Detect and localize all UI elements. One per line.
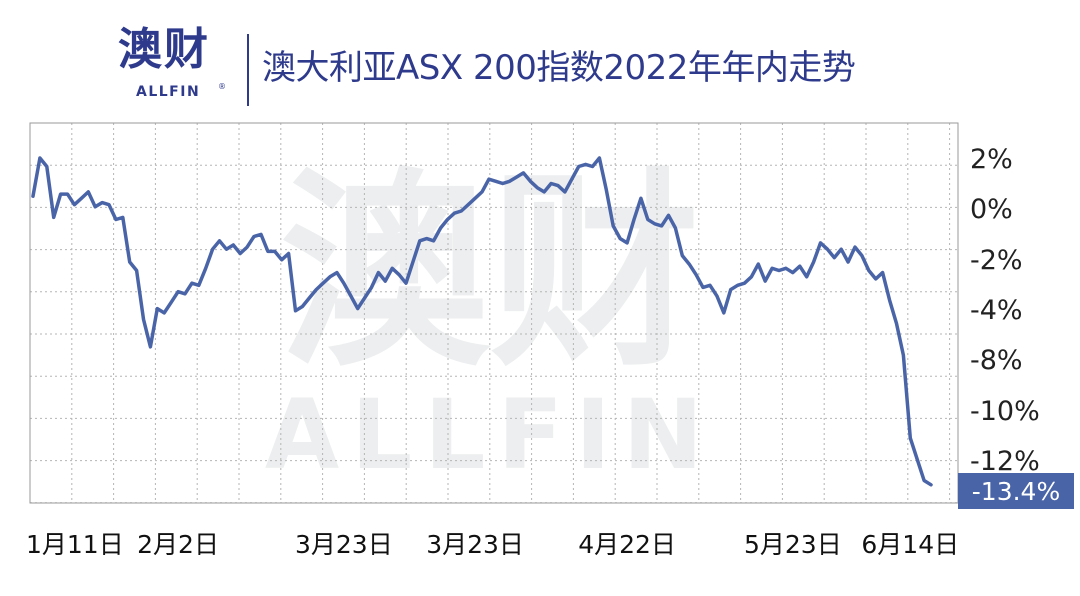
end-value-label-text: -13.4% [972,477,1060,506]
logo-chinese-text: 澳财 [118,24,210,75]
x-tick-label: 6月14日 [861,530,959,559]
y-tick-label: -8% [970,345,1023,376]
logo-english-text: ALLFIN [136,84,201,100]
allfin-logo: 澳财 ALLFIN ® [114,20,234,110]
end-value-label-background [958,473,1074,509]
x-tick-label: 3月23日 [295,530,393,559]
x-tick-label: 1月11日 [26,530,124,559]
y-axis-ticks: 2% 0% -2% -4% -8% -10% -12% [970,144,1040,477]
y-tick-label: -4% [970,295,1023,326]
y-tick-label: 2% [970,144,1013,175]
y-tick-label: -2% [970,245,1023,276]
x-axis-ticks: 1月11日 2月2日 3月23日 3月23日 4月22日 5月23日 6月14日 [26,530,959,559]
x-tick-label: 2月2日 [137,530,219,559]
plot-border [29,122,959,504]
index-line [31,156,933,487]
header-divider [247,34,249,106]
end-value-label: -13.4% [958,473,1074,509]
y-tick-label: -10% [970,396,1040,427]
chart-title: 澳大利亚ASX 200指数2022年年内走势 [262,48,856,88]
y-tick-label: 0% [970,194,1013,225]
x-tick-label: 3月23日 [426,530,524,559]
x-tick-label: 5月23日 [744,530,842,559]
registered-mark: ® [218,82,226,91]
y-tick-label: -12% [970,446,1040,477]
watermark-english: ALLFIN [265,379,715,491]
x-tick-label: 4月22日 [578,530,676,559]
